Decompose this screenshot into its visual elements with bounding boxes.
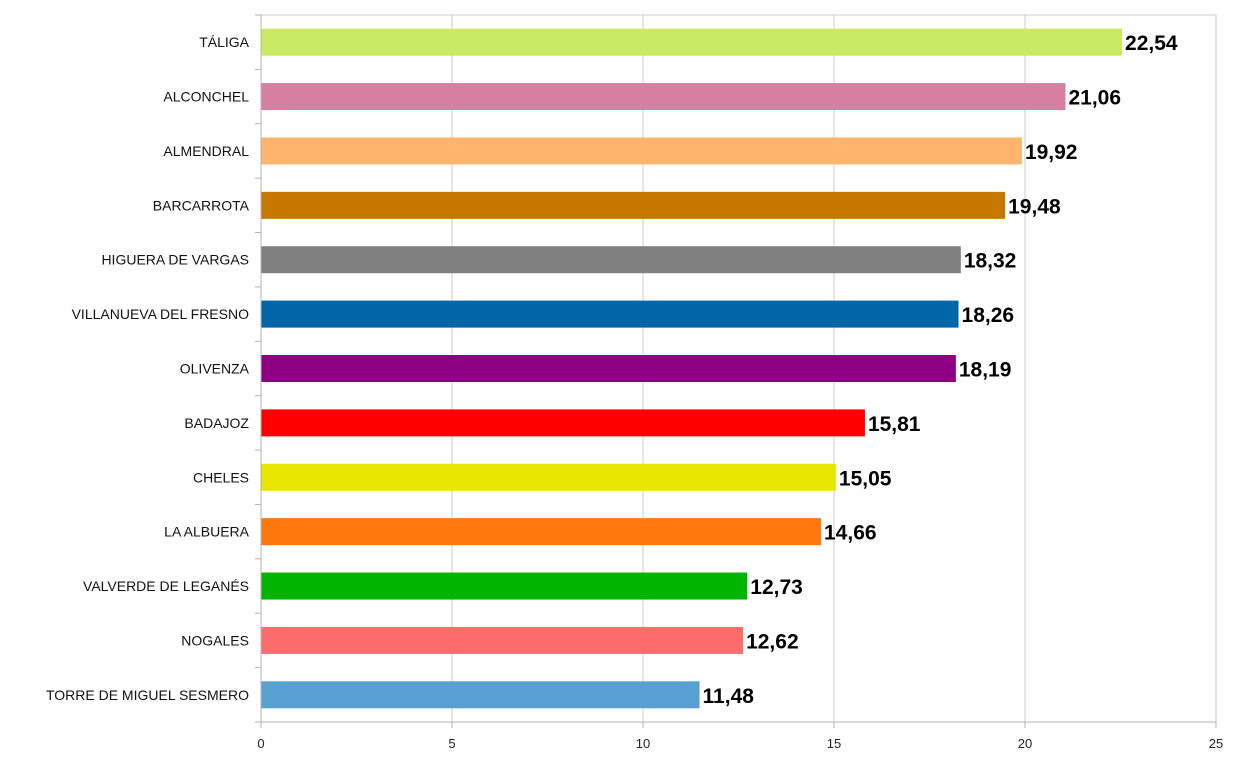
category-label: VALVERDE DE LEGANÉS: [83, 578, 249, 594]
category-label: NOGALES: [181, 632, 249, 648]
data-label: 11,48: [703, 685, 755, 708]
category-label: TÁLIGA: [199, 34, 249, 50]
category-label: ALCONCHEL: [163, 89, 249, 105]
x-tick-label: 25: [1209, 736, 1223, 751]
axes: [255, 14, 1217, 728]
data-label: 15,81: [868, 413, 921, 436]
x-tick-label: 5: [448, 736, 455, 751]
bar: [261, 246, 961, 274]
category-label: TORRE DE MIGUEL SESMERO: [46, 687, 249, 703]
data-label: 21,06: [1068, 87, 1121, 110]
x-tick-labels: 0 5 10 15 20 25: [257, 736, 1223, 751]
data-label: 12,73: [750, 576, 803, 599]
x-tick-label: 0: [257, 736, 264, 751]
bar: [261, 626, 744, 654]
data-label: 15,05: [839, 467, 892, 490]
bar: [261, 83, 1066, 111]
data-label: 22,54: [1125, 32, 1178, 55]
category-labels: TÁLIGA ALCONCHEL ALMENDRAL BARCARROTA HIGUER…: [46, 34, 250, 703]
bar: [261, 518, 822, 546]
bars: [261, 28, 1123, 709]
bar: [261, 409, 865, 437]
x-tick-label: 20: [1018, 736, 1032, 751]
category-label: LA ALBUERA: [164, 524, 249, 540]
x-tick-label: 15: [827, 736, 841, 751]
bar: [261, 191, 1006, 219]
data-label: 19,92: [1025, 141, 1078, 164]
category-label: VILLANUEVA DEL FRESNO: [72, 306, 250, 322]
bar: [261, 572, 748, 600]
data-label: 18,32: [964, 250, 1017, 273]
category-label: ALMENDRAL: [163, 143, 249, 159]
data-label: 18,26: [962, 304, 1015, 327]
bar: [261, 463, 836, 491]
category-label: HIGUERA DE VARGAS: [101, 252, 249, 268]
category-label: CHELES: [193, 469, 249, 485]
bar: [261, 355, 956, 382]
category-label: BADAJOZ: [184, 415, 249, 431]
data-label: 18,19: [959, 359, 1012, 382]
category-label: OLIVENZA: [180, 361, 250, 377]
bar: [261, 137, 1022, 165]
data-label: 12,62: [746, 630, 799, 653]
x-tick-label: 10: [636, 736, 650, 751]
bar: [261, 681, 700, 709]
data-label: 14,66: [824, 522, 877, 545]
category-label: BARCARROTA: [153, 197, 250, 213]
bar: [261, 28, 1123, 56]
bar: [261, 300, 959, 328]
data-labels: 22,54 21,06 19,92 19,48 18,32 18,26 18,19 15,81…: [703, 32, 1178, 708]
data-label: 19,48: [1008, 195, 1061, 218]
